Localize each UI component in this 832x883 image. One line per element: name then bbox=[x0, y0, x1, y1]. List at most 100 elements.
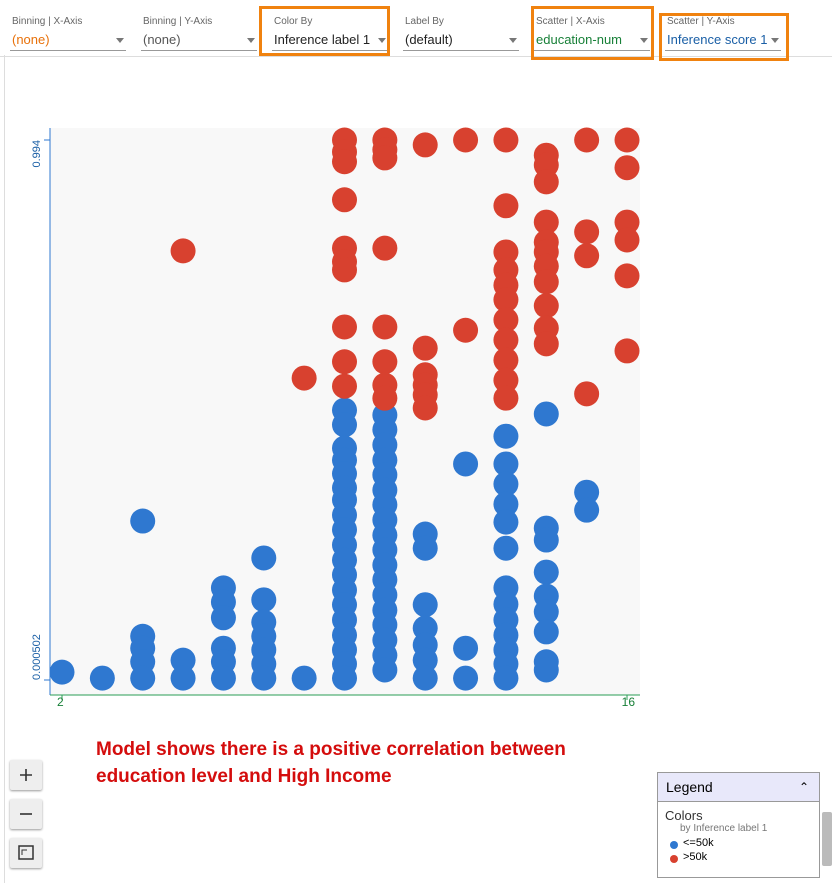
point bbox=[412, 535, 438, 561]
point bbox=[614, 227, 640, 253]
zoom-in-button[interactable] bbox=[10, 760, 42, 790]
underline bbox=[10, 50, 126, 51]
dropdown-label: Color By bbox=[274, 16, 313, 27]
point bbox=[574, 479, 600, 505]
point bbox=[332, 665, 357, 691]
point bbox=[493, 665, 519, 691]
point bbox=[291, 665, 317, 691]
dropdown-value: (none) bbox=[143, 32, 181, 47]
point bbox=[533, 209, 559, 235]
point bbox=[332, 373, 357, 399]
dropdown-value: Inference score 1 bbox=[667, 32, 767, 47]
dropdown-value: (default) bbox=[405, 32, 453, 47]
point bbox=[614, 127, 640, 153]
point bbox=[49, 659, 75, 685]
dropdown-value: Inference label 1 bbox=[274, 32, 371, 47]
point bbox=[210, 605, 236, 631]
toolbar-divider bbox=[0, 56, 832, 57]
highlight bbox=[259, 6, 390, 56]
point bbox=[574, 127, 600, 153]
legend-subtitle: by Inference label 1 bbox=[680, 823, 768, 834]
point bbox=[533, 657, 559, 683]
legend-title: Legend bbox=[666, 779, 713, 795]
point bbox=[614, 338, 640, 364]
point bbox=[533, 599, 559, 625]
dropdown-value: (none) bbox=[12, 32, 50, 47]
point bbox=[291, 365, 317, 391]
point bbox=[453, 635, 479, 661]
dropdown-arrow bbox=[771, 38, 779, 43]
dropdown-value: education-num bbox=[536, 32, 622, 47]
point bbox=[533, 169, 559, 195]
point bbox=[493, 451, 519, 477]
underline bbox=[141, 50, 257, 51]
point bbox=[412, 647, 438, 673]
dropdown-arrow bbox=[640, 38, 648, 43]
fit-button[interactable] bbox=[10, 838, 42, 868]
point bbox=[251, 665, 277, 691]
point bbox=[412, 132, 438, 158]
point bbox=[251, 587, 277, 613]
point bbox=[493, 423, 519, 449]
point bbox=[493, 307, 519, 333]
point bbox=[453, 665, 479, 691]
legend-swatch bbox=[670, 855, 678, 863]
point bbox=[574, 497, 600, 523]
point bbox=[332, 314, 357, 340]
dropdown[interactable]: Color By Inference label 1 bbox=[272, 10, 388, 51]
collapse-icon: ⌃ bbox=[798, 780, 809, 794]
point bbox=[332, 149, 357, 175]
point bbox=[453, 451, 479, 477]
left-border bbox=[4, 55, 5, 883]
point bbox=[493, 193, 519, 219]
point bbox=[533, 401, 559, 427]
dropdown[interactable]: Scatter | Y-Axis Inference score 1 bbox=[665, 10, 781, 51]
underline bbox=[272, 50, 388, 51]
dropdown-label: Binning | Y-Axis bbox=[143, 16, 213, 27]
legend-section: Colors bbox=[665, 808, 703, 823]
point bbox=[89, 665, 115, 691]
dropdown[interactable]: Label By (default) bbox=[403, 10, 519, 51]
point bbox=[614, 155, 640, 181]
point bbox=[170, 665, 196, 691]
y-tick-label: 0.994 bbox=[31, 140, 43, 168]
zoom-out-button[interactable] bbox=[10, 799, 42, 829]
point bbox=[574, 243, 600, 269]
point bbox=[332, 412, 357, 438]
point bbox=[493, 327, 519, 353]
legend-label: <=50k bbox=[683, 837, 714, 849]
point bbox=[493, 491, 519, 517]
scrollbar[interactable] bbox=[822, 812, 832, 866]
point bbox=[130, 665, 156, 691]
dropdown[interactable]: Scatter | X-Axis education-num bbox=[534, 10, 650, 51]
legend: Legend ⌃ Colors by Inference label 1 <=50… bbox=[657, 772, 820, 878]
point bbox=[493, 239, 519, 265]
dropdown-label: Label By bbox=[405, 16, 444, 27]
point bbox=[170, 238, 196, 264]
point bbox=[372, 235, 398, 261]
point bbox=[453, 127, 479, 153]
dropdown-arrow bbox=[116, 38, 124, 43]
point bbox=[372, 657, 398, 683]
dropdown-label: Binning | X-Axis bbox=[12, 16, 83, 27]
legend-header[interactable]: Legend ⌃ bbox=[658, 773, 819, 802]
legend-label: >50k bbox=[683, 851, 708, 863]
point bbox=[412, 665, 438, 691]
dropdown-label: Scatter | Y-Axis bbox=[667, 16, 735, 27]
underline bbox=[665, 50, 781, 51]
point bbox=[210, 665, 236, 691]
point bbox=[332, 257, 357, 283]
point bbox=[332, 187, 357, 213]
point bbox=[614, 263, 640, 289]
dropdown[interactable]: Binning | Y-Axis (none) bbox=[141, 10, 257, 51]
point bbox=[493, 127, 519, 153]
point bbox=[412, 335, 438, 361]
point bbox=[493, 509, 519, 535]
dropdown[interactable]: Binning | X-Axis (none) bbox=[10, 10, 126, 51]
underline bbox=[403, 50, 519, 51]
point bbox=[412, 395, 438, 421]
point bbox=[533, 269, 559, 295]
legend-swatch bbox=[670, 841, 678, 849]
underline bbox=[534, 50, 650, 51]
